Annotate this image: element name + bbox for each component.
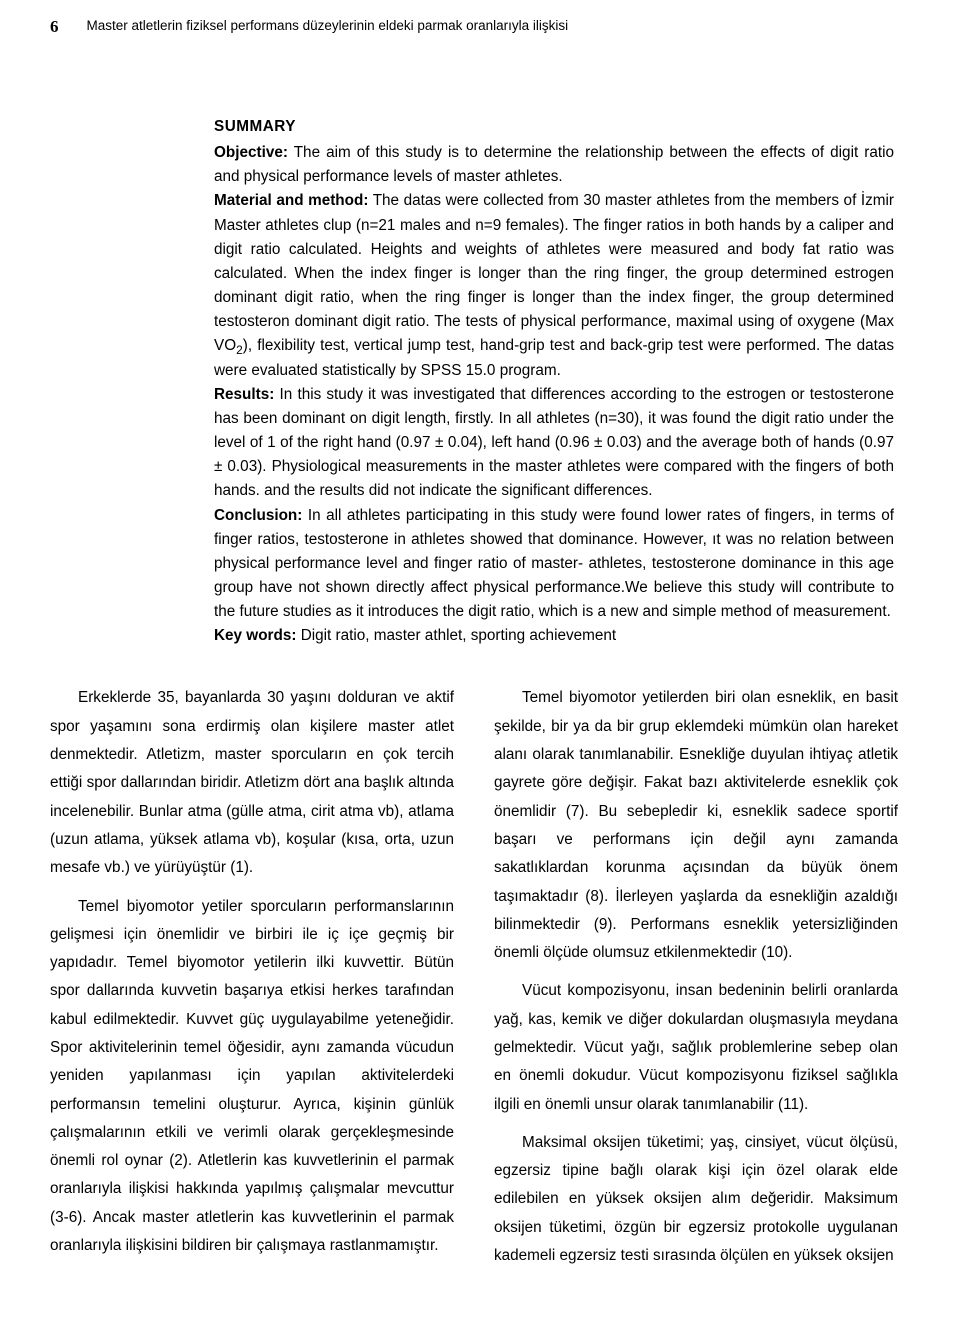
summary-conclusion: Conclusion: In all athletes participatin… — [214, 504, 894, 625]
summary-keywords: Key words: Digit ratio, master athlet, s… — [214, 624, 894, 648]
summary-objective: Objective: The aim of this study is to d… — [214, 141, 894, 189]
body-paragraph: Temel biyomotor yetilerden biri olan esn… — [494, 684, 898, 967]
objective-label: Objective: — [214, 144, 288, 161]
body-paragraph: Maksimal oksijen tüketimi; yaş, cinsiyet… — [494, 1129, 898, 1270]
body-paragraph: Vücut kompozisyonu, insan bedeninin beli… — [494, 977, 898, 1118]
results-text: In this study it was investigated that d… — [214, 386, 894, 500]
conclusion-label: Conclusion: — [214, 507, 302, 524]
objective-text: The aim of this study is to determine th… — [214, 144, 894, 185]
material-text-after: ), flexibility test, vertical jump test,… — [214, 337, 894, 378]
page-header: 6 Master atletlerin fiziksel performans … — [50, 18, 898, 35]
running-title: Master atletlerin fiziksel performans dü… — [87, 18, 569, 33]
subscript-2: 2 — [236, 343, 243, 357]
page-number: 6 — [50, 18, 59, 35]
body-paragraph: Temel biyomotor yetiler sporcuların perf… — [50, 893, 454, 1261]
material-label: Material and method: — [214, 192, 368, 209]
right-column: Temel biyomotor yetilerden biri olan esn… — [494, 684, 898, 1280]
summary-title: SUMMARY — [214, 115, 894, 139]
body-columns: Erkeklerde 35, bayanlarda 30 yaşını dold… — [50, 684, 898, 1280]
results-label: Results: — [214, 386, 274, 403]
left-column: Erkeklerde 35, bayanlarda 30 yaşını dold… — [50, 684, 454, 1280]
keywords-label: Key words: — [214, 627, 296, 644]
material-text: The datas were collected from 30 master … — [214, 192, 894, 354]
page: 6 Master atletlerin fiziksel performans … — [0, 0, 960, 1320]
summary-block: SUMMARY Objective: The aim of this study… — [214, 115, 894, 648]
body-paragraph: Erkeklerde 35, bayanlarda 30 yaşını dold… — [50, 684, 454, 882]
summary-results: Results: In this study it was investigat… — [214, 383, 894, 504]
conclusion-text: In all athletes participating in this st… — [214, 507, 894, 621]
summary-material: Material and method: The datas were coll… — [214, 189, 894, 382]
keywords-text: Digit ratio, master athlet, sporting ach… — [296, 627, 616, 644]
